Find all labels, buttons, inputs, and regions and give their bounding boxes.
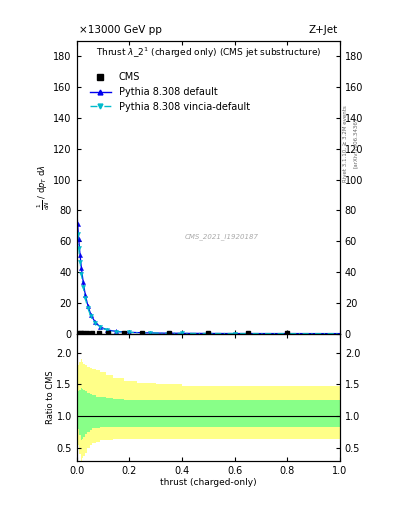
Y-axis label: $\frac{1}{\mathrm{d}N}$ / $\mathrm{d}p_T$ $\mathrm{d}\lambda$: $\frac{1}{\mathrm{d}N}$ / $\mathrm{d}p_T… [35,164,52,210]
Text: Z+Jet: Z+Jet [308,25,337,35]
Text: [arXiv:1306.3436]: [arXiv:1306.3436] [353,118,358,168]
X-axis label: thrust (charged-only): thrust (charged-only) [160,478,257,487]
Text: Thrust $\lambda\_2^1$ (charged only) (CMS jet substructure): Thrust $\lambda\_2^1$ (charged only) (CM… [95,46,321,60]
Legend: CMS, Pythia 8.308 default, Pythia 8.308 vincia-default: CMS, Pythia 8.308 default, Pythia 8.308 … [86,68,254,116]
Text: Rivet 3.1.10, ≥ 3.2M events: Rivet 3.1.10, ≥ 3.2M events [343,105,348,182]
Y-axis label: Ratio to CMS: Ratio to CMS [46,370,55,424]
Text: CMS_2021_I1920187: CMS_2021_I1920187 [184,233,259,241]
Text: ×13000 GeV pp: ×13000 GeV pp [79,25,162,35]
